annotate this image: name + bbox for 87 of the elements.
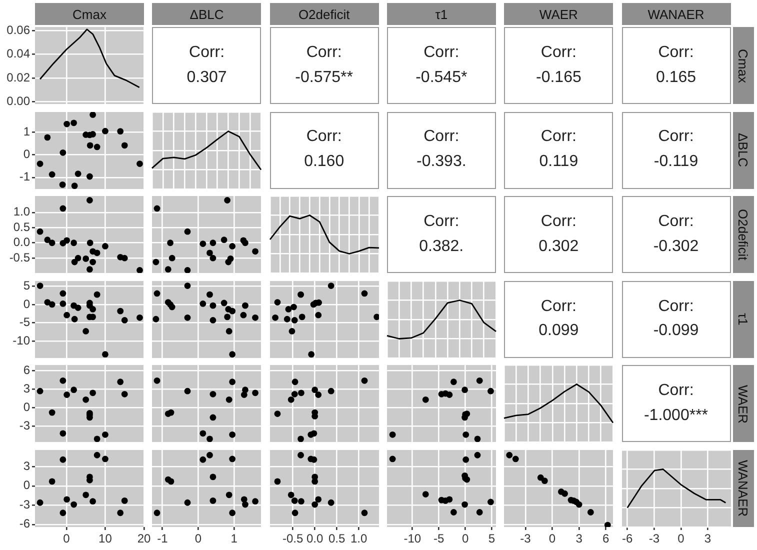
text: Corr: <box>424 127 460 148</box>
text: 0.165 <box>656 68 696 88</box>
x-tick-label: 3 <box>576 532 583 546</box>
text: WANAER <box>622 3 730 25</box>
text: -0.393. <box>416 152 466 172</box>
y-tick-label: -10 <box>12 333 30 348</box>
x-tick-label: 0 <box>677 532 684 546</box>
x-tick-label: 20 <box>137 532 151 546</box>
x-tick-label: -3 <box>648 532 660 546</box>
text: Corr: <box>540 42 576 63</box>
y-tick-label: 0.04 <box>6 46 30 61</box>
x-tick-label: -10 <box>404 532 422 546</box>
text: Corr: <box>306 127 342 148</box>
y-tick-label: 3 <box>23 382 30 396</box>
text: 0.307 <box>186 68 227 88</box>
y-tick-label: 3 <box>23 458 30 473</box>
x-tick-label: -5 <box>433 532 444 546</box>
x-tick-label: -3 <box>520 532 532 546</box>
text: -0.575** <box>295 68 353 88</box>
text: Corr: <box>658 381 694 402</box>
text: 0.302 <box>538 236 579 257</box>
x-tick-label: 1 <box>231 532 238 546</box>
x-tick-label: -6 <box>622 532 633 546</box>
text: Corr: <box>658 127 694 148</box>
y2-axis-title: WANAER <box>732 450 754 527</box>
text: -0.302 <box>653 236 699 257</box>
y-tick-label: -3 <box>19 497 30 512</box>
text: O2deficit <box>270 3 379 25</box>
x-tick-label: 0 <box>549 532 556 546</box>
x-tick-label: 0 <box>195 532 202 546</box>
y-tick-label: 0.0 <box>13 235 30 250</box>
text: Corr: <box>540 127 576 148</box>
text: Corr: <box>424 212 460 232</box>
x-tick-label: 0 <box>63 532 70 546</box>
text: ΔBLC <box>732 112 754 189</box>
y-tick-label: 5 <box>23 278 30 292</box>
y-tick-label: 0 <box>23 146 30 161</box>
y-tick-label: 0 <box>23 478 30 492</box>
text: τ1 <box>732 280 754 358</box>
x-tick-label: 10 <box>98 532 112 546</box>
y-tick-label: 0.00 <box>6 94 30 108</box>
x-tick-label: 5 <box>488 532 496 546</box>
text: -0.119 <box>654 152 698 172</box>
text: ΔBLC <box>152 3 262 25</box>
text: WAER <box>504 3 614 25</box>
x-tick-label: 0 <box>462 532 469 546</box>
y-tick-label: 0.02 <box>6 70 30 84</box>
text: Corr: <box>424 42 460 63</box>
y-tick-label: 0 <box>23 296 30 311</box>
text: -0.165 <box>536 68 582 88</box>
y-tick-label: -5 <box>19 314 30 329</box>
text: Corr: <box>658 212 694 232</box>
x-tick-label: 0.5 <box>328 532 346 546</box>
y-tick-label: -0.5 <box>9 250 30 265</box>
x-tick-label: -1 <box>157 532 168 546</box>
text: 0.160 <box>304 152 344 172</box>
y-tick-label: 1.0 <box>13 204 30 219</box>
y-tick-label: -1 <box>19 169 30 184</box>
y-tick-label: -6 <box>19 516 30 531</box>
x-tick-label: 0.0 <box>306 532 324 546</box>
text: Corr: <box>189 42 225 63</box>
text: Corr: <box>540 212 576 232</box>
text: -0.099 <box>653 321 699 342</box>
text: Cmax <box>732 27 754 104</box>
y-tick-label: 0.5 <box>13 220 30 234</box>
text: τ1 <box>386 3 496 25</box>
y-tick-label: 0 <box>23 400 30 414</box>
text: Corr: <box>306 42 342 63</box>
text: Corr: <box>658 42 694 63</box>
text: 0.099 <box>538 321 579 342</box>
text: Corr: <box>658 296 694 316</box>
text: WAER <box>732 365 754 442</box>
x-tick-label: 3 <box>704 532 711 546</box>
text: 0.119 <box>539 152 578 172</box>
y-tick-label: 0.06 <box>6 22 30 37</box>
text: 0.382. <box>419 236 464 257</box>
y-tick-label: -3 <box>19 418 30 433</box>
text: -0.545* <box>416 68 468 88</box>
text: Corr: <box>540 296 576 316</box>
x-tick-label: 1.0 <box>350 532 368 546</box>
chart-title: Cmax <box>35 3 144 25</box>
text: O2deficit <box>732 196 754 274</box>
text: -1.000*** <box>644 406 708 426</box>
y-tick-label: 6 <box>23 364 30 378</box>
x-tick-label: 6 <box>602 532 610 546</box>
y-tick-label: 1 <box>23 124 30 138</box>
x-tick-label: -0.5 <box>282 532 304 546</box>
